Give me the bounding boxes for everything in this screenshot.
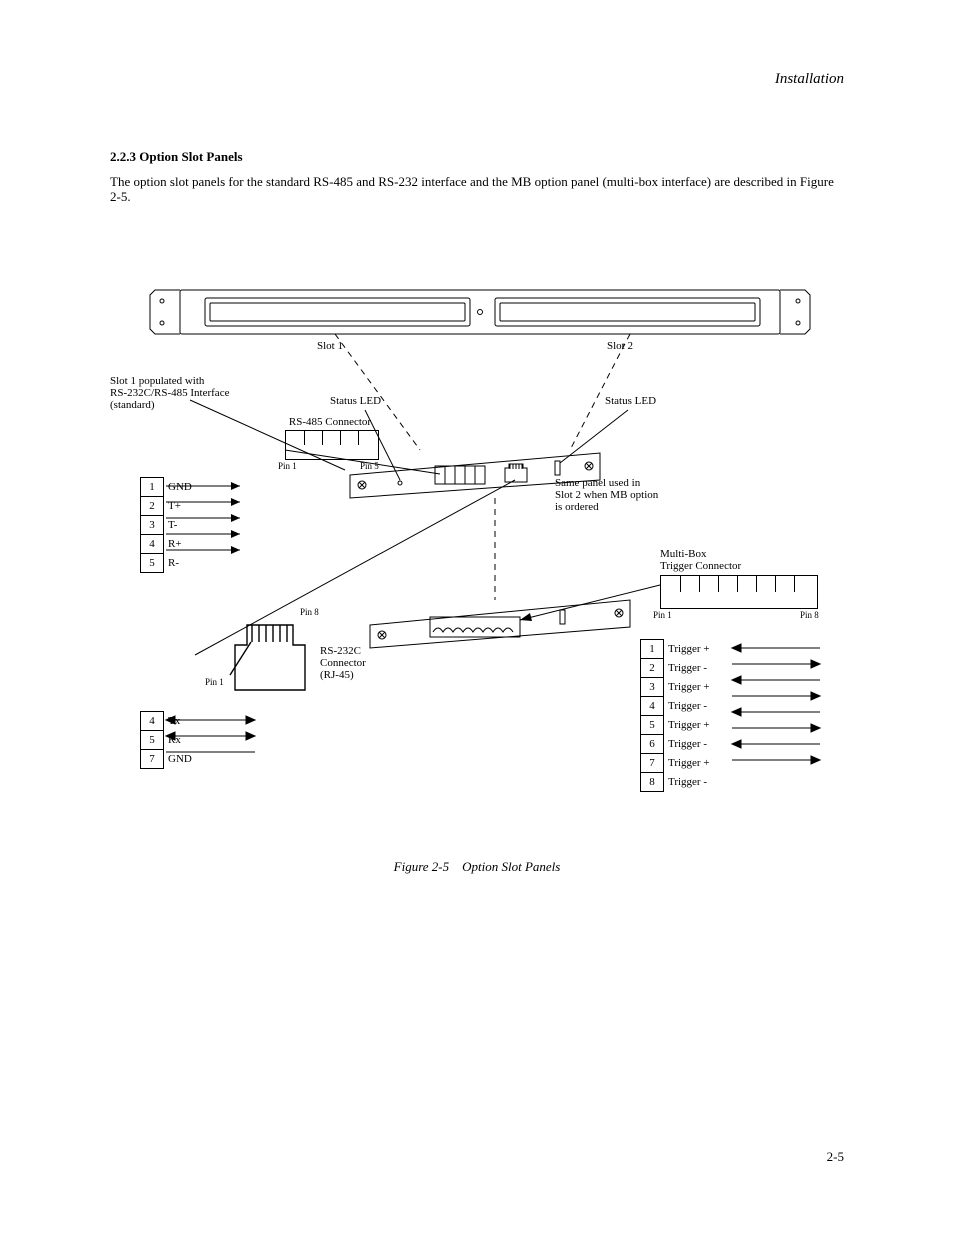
- pin-number: 7: [641, 754, 664, 773]
- rs485-pin-table: 1GND2T+3T-4R+5R-: [140, 477, 210, 573]
- mb-pin8: Pin 8: [800, 611, 819, 620]
- pin-signal: R+: [164, 535, 210, 554]
- mb-pin-table: 1Trigger +2Trigger -3Trigger +4Trigger -…: [640, 639, 740, 792]
- pin-signal: Trigger +: [664, 678, 740, 697]
- pin-signal: Trigger +: [664, 716, 740, 735]
- rj45-title: RS-232C Connector (RJ-45): [320, 645, 400, 681]
- pin-number: 2: [141, 497, 164, 516]
- section-heading: 2.2.3 Option Slot Panels: [110, 150, 243, 165]
- pin-number: 6: [641, 735, 664, 754]
- pin-number: 4: [141, 712, 164, 731]
- pin-signal: T-: [164, 516, 210, 535]
- note-slot1: Slot 1 populated with RS-232C/RS-485 Int…: [110, 375, 260, 411]
- rs485-pin1: Pin 1: [278, 462, 297, 471]
- pin-signal: Trigger -: [664, 697, 740, 716]
- pin-signal: Trigger -: [664, 735, 740, 754]
- pin-signal: Tx: [164, 712, 210, 731]
- figure-ref: Figure 2-5: [394, 859, 449, 874]
- label-status-led-left: Status LED: [330, 395, 381, 407]
- pin-number: 3: [641, 678, 664, 697]
- pin-number: 2: [641, 659, 664, 678]
- rs485-pin5: Pin 5: [360, 462, 379, 471]
- page-number: 2-5: [827, 1150, 844, 1165]
- pin-number: 1: [141, 478, 164, 497]
- pin-number: 7: [141, 750, 164, 769]
- label-slot1: Slot 1: [300, 340, 360, 352]
- label-slot2: Slot 2: [590, 340, 650, 352]
- pin-signal: Rx: [164, 731, 210, 750]
- pin-number: 1: [641, 640, 664, 659]
- pin-number: 4: [641, 697, 664, 716]
- page-chapter-title: Installation: [775, 70, 844, 88]
- pin-signal: R-: [164, 554, 210, 573]
- mb-title: Multi-Box Trigger Connector: [660, 548, 820, 572]
- pin-signal: T+: [164, 497, 210, 516]
- pin-signal: GND: [164, 750, 210, 769]
- pin-number: 3: [141, 516, 164, 535]
- pin-signal: Trigger -: [664, 659, 740, 678]
- pin-number: 5: [141, 731, 164, 750]
- pin-signal: Trigger +: [664, 640, 740, 659]
- pin-signal: GND: [164, 478, 210, 497]
- note-slot2: Same panel used in Slot 2 when MB option…: [555, 477, 705, 513]
- pin-signal: Trigger -: [664, 773, 740, 792]
- rj45-pin-table: 4Tx5Rx7GND: [140, 711, 210, 769]
- mb-pin1: Pin 1: [653, 611, 672, 620]
- section-body: The option slot panels for the standard …: [110, 175, 844, 205]
- rj45-pin8: Pin 8: [300, 608, 319, 617]
- pin-number: 4: [141, 535, 164, 554]
- rs485-title: RS-485 Connector: [280, 416, 380, 428]
- pin-number: 5: [641, 716, 664, 735]
- pin-number: 5: [141, 554, 164, 573]
- label-status-led-right: Status LED: [605, 395, 656, 407]
- pin-number: 8: [641, 773, 664, 792]
- rj45-pin1: Pin 1: [205, 678, 224, 687]
- rj45-detail: [225, 620, 315, 705]
- pin-signal: Trigger +: [664, 754, 740, 773]
- figure-title: Option Slot Panels: [462, 859, 560, 874]
- mb-strip: [660, 575, 818, 609]
- rs485-strip: [285, 430, 379, 460]
